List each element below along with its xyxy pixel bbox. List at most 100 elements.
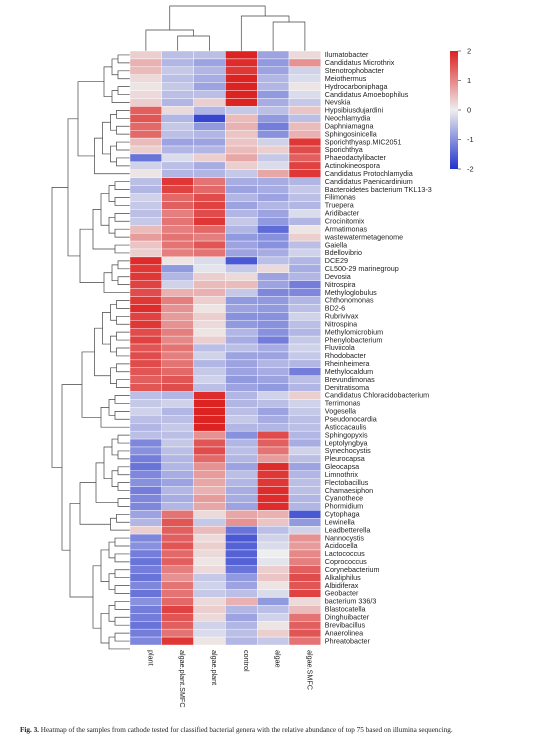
dendrogram-branch xyxy=(77,81,104,157)
heatmap-cell xyxy=(161,407,194,416)
row-label: Sporichthya xyxy=(325,145,363,154)
heatmap-cell xyxy=(193,533,226,543)
heatmap-cell xyxy=(225,581,258,590)
heatmap-cell xyxy=(161,169,194,178)
heatmap-cell xyxy=(161,636,194,646)
row-label: Stenotrophobacter xyxy=(325,66,385,75)
heatmap-cell xyxy=(288,312,321,321)
heatmap-cell xyxy=(225,248,258,258)
heatmap-cell xyxy=(225,217,258,226)
heatmap-cell xyxy=(225,613,258,622)
heatmap-cell xyxy=(257,470,290,479)
row-label: Flectobacillus xyxy=(325,478,369,487)
heatmap-cell xyxy=(193,312,226,321)
heatmap-cell xyxy=(129,549,162,559)
heatmap-cell xyxy=(129,494,162,503)
heatmap-cell xyxy=(288,407,321,416)
heatmap-cell xyxy=(288,589,321,598)
heatmap-cell xyxy=(129,129,162,139)
heatmap-cell xyxy=(288,145,321,155)
heatmap-cell xyxy=(193,240,226,250)
heatmap-cell xyxy=(161,589,194,598)
heatmap-cell xyxy=(129,240,162,250)
row-label: Truepera xyxy=(325,201,354,210)
heatmap-cell xyxy=(288,248,321,258)
heatmap-cell xyxy=(161,454,194,464)
heatmap-cell xyxy=(288,415,321,424)
heatmap-cell xyxy=(225,145,258,155)
heatmap-cell xyxy=(193,209,226,218)
dendrogram-branch xyxy=(114,411,130,420)
heatmap-cell xyxy=(129,438,162,448)
heatmap-cell xyxy=(193,201,226,210)
heatmap-cell xyxy=(129,272,162,281)
heatmap-cell xyxy=(129,280,162,289)
scale-tick-label: -1 xyxy=(467,135,474,144)
heatmap-cell xyxy=(161,502,194,511)
heatmap-cell xyxy=(161,201,194,210)
column-label: algae.plant xyxy=(210,650,219,685)
heatmap-cell xyxy=(225,193,258,202)
heatmap-cell xyxy=(257,177,290,186)
row-label: Phormidium xyxy=(325,502,363,511)
heatmap-cell xyxy=(225,573,258,582)
heatmap-cell xyxy=(161,597,194,606)
column-label: algae.SMFC xyxy=(305,650,314,690)
heatmap-cell xyxy=(161,264,194,273)
heatmap-cell xyxy=(129,288,162,297)
heatmap-cell xyxy=(257,549,290,559)
heatmap-cell xyxy=(161,137,194,147)
heatmap-cell xyxy=(257,74,290,83)
heatmap-cell xyxy=(129,328,162,337)
dendrogram-branch xyxy=(92,209,115,250)
heatmap-cell xyxy=(193,430,226,440)
row-label: Cyanothece xyxy=(325,494,363,503)
dendrogram-branch xyxy=(116,315,130,325)
heatmap-cell xyxy=(161,351,194,361)
heatmap-cell xyxy=(288,478,321,487)
heatmap-cell xyxy=(257,58,290,68)
heatmap-cell xyxy=(161,621,194,630)
heatmap-cell xyxy=(257,240,290,250)
row-label: Limnothrix xyxy=(325,470,359,479)
heatmap-cell xyxy=(288,565,321,574)
heatmap-cell xyxy=(225,137,258,147)
heatmap-cell xyxy=(161,415,194,424)
row-label: Meiothermus xyxy=(325,74,367,83)
column-dendrogram xyxy=(145,5,306,51)
heatmap-cell xyxy=(225,288,258,297)
heatmap-cell xyxy=(129,232,162,242)
heatmap-cell xyxy=(129,161,162,171)
row-label: Nannocystis xyxy=(325,533,365,542)
row-label: Phreatobacter xyxy=(325,636,371,645)
heatmap-cell xyxy=(225,430,258,440)
heatmap-cell xyxy=(288,636,321,646)
row-label: Acidocella xyxy=(325,541,358,550)
heatmap-cell xyxy=(225,304,258,313)
heatmap-cell xyxy=(193,438,226,448)
heatmap-cell xyxy=(257,217,290,226)
heatmap-cell xyxy=(225,526,258,535)
heatmap-cell xyxy=(288,454,321,464)
heatmap-cell xyxy=(129,510,162,519)
row-label: Aridibacter xyxy=(325,209,360,218)
dendrogram-branch xyxy=(110,114,117,131)
heatmap-cell xyxy=(161,177,194,186)
heatmap-cell xyxy=(161,613,194,622)
heatmap-cell xyxy=(193,359,226,369)
row-label: Chamaesiphon xyxy=(325,486,373,495)
heatmap-cell xyxy=(257,510,290,519)
heatmap-cell xyxy=(225,557,258,567)
heatmap-cell xyxy=(161,383,194,392)
heatmap-cell xyxy=(129,589,162,598)
row-label: Cytophaga xyxy=(325,510,360,519)
heatmap-cell xyxy=(288,518,321,527)
heatmap-cell xyxy=(257,494,290,503)
heatmap-cell xyxy=(193,589,226,598)
dendrogram-branch xyxy=(69,503,93,598)
heatmap-cell xyxy=(129,98,162,107)
heatmap-cell xyxy=(257,169,290,178)
heatmap-cell xyxy=(129,605,162,614)
heatmap-cell xyxy=(129,407,162,416)
